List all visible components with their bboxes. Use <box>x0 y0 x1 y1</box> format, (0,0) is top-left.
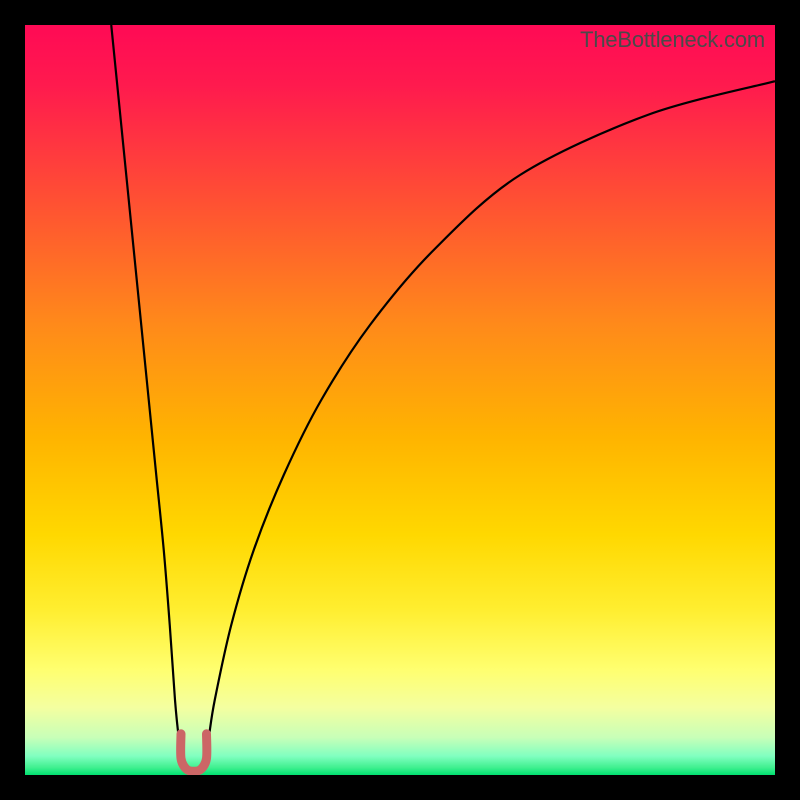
bottleneck-curve-right <box>201 81 775 771</box>
chart-frame: TheBottleneck.com <box>0 0 800 800</box>
optimal-point-marker <box>181 734 207 772</box>
bottleneck-curve-left <box>111 25 186 771</box>
curve-layer <box>25 25 775 775</box>
attribution-watermark: TheBottleneck.com <box>580 27 765 53</box>
